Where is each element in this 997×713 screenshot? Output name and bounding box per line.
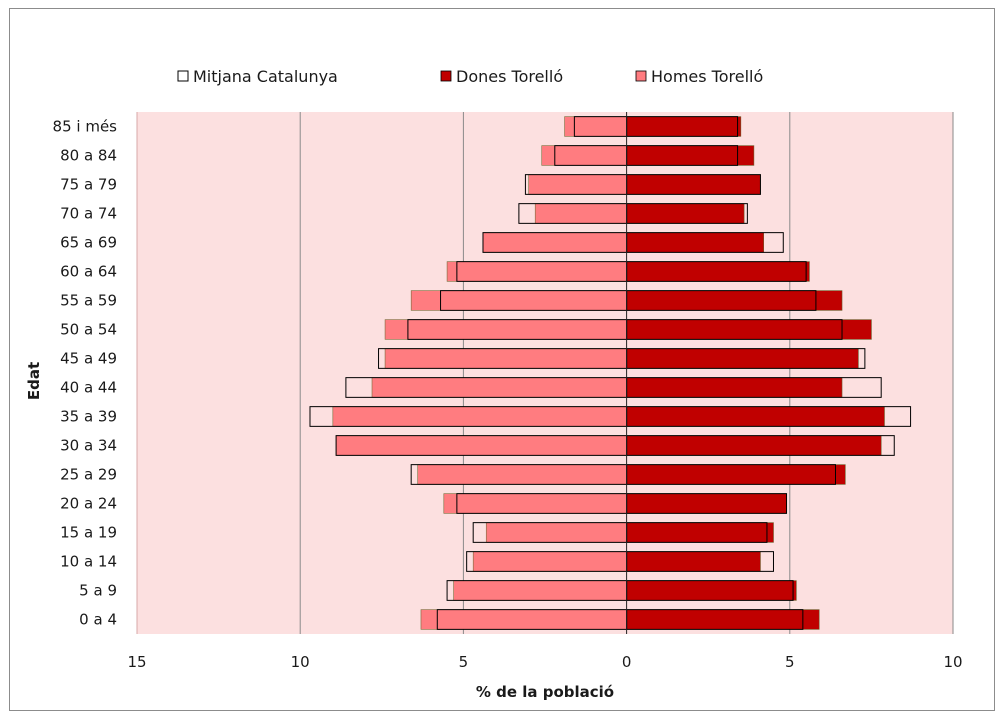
bar-dones-torello [626,464,846,485]
category-label: 55 a 59 [60,292,117,310]
bar-homes-torello [453,580,627,601]
bar-dones-torello [626,406,885,427]
y-axis-title: Edat [25,362,43,400]
category-label: 0 a 4 [79,611,117,629]
x-tick-label: 10 [943,653,962,671]
bar-dones-torello [626,377,843,398]
bar-homes-torello [384,348,627,369]
category-label: 50 a 54 [60,321,117,339]
x-tick-label: 5 [785,653,795,671]
bar-homes-torello [485,522,627,543]
bar-dones-torello [626,551,761,572]
bar-dones-torello [626,522,774,543]
bar-dones-torello [626,435,882,456]
bar-homes-torello [410,290,627,311]
category-label: 80 a 84 [60,147,117,165]
category-label: 20 a 24 [60,495,117,513]
bar-dones-torello [626,290,843,311]
bar-homes-torello [332,406,627,427]
bar-homes-torello [384,319,627,340]
category-label: 40 a 44 [60,379,117,397]
bar-homes-torello [417,464,627,485]
category-label: 75 a 79 [60,176,117,194]
bar-homes-torello [371,377,627,398]
x-tick-label: 5 [459,653,469,671]
bar-dones-torello [626,609,820,630]
category-label: 65 a 69 [60,234,117,252]
x-tick-label: 0 [622,653,632,671]
bar-dones-torello [626,145,755,166]
bar-dones-torello [626,319,872,340]
bar-homes-torello [446,261,627,282]
bar-homes-torello [482,232,627,253]
category-label: 70 a 74 [60,205,117,223]
bar-dones-torello [626,348,859,369]
category-label: 35 a 39 [60,408,117,426]
bar-homes-torello [420,609,627,630]
bar-dones-torello [626,580,797,601]
bar-homes-torello [335,435,627,456]
bar-homes-torello [534,203,627,224]
bar-dones-torello [626,116,742,137]
category-label: 10 a 14 [60,553,117,571]
category-label: 85 i més [53,118,118,136]
legend-label-mitjana-catalunya: Mitjana Catalunya [193,67,338,86]
bar-dones-torello [626,203,745,224]
category-label: 60 a 64 [60,263,117,281]
x-axis-title: % de la població [476,683,614,701]
bar-dones-torello [626,174,761,195]
category-label: 25 a 29 [60,466,117,484]
bar-homes-torello [472,551,627,572]
x-tick-label: 15 [127,653,146,671]
x-tick-label: 10 [291,653,310,671]
legend-label-dones-torello: Dones Torelló [456,67,563,86]
category-label: 45 a 49 [60,350,117,368]
legend-swatch-mitjana-catalunya [177,70,189,82]
bar-homes-torello [528,174,627,195]
category-label: 15 a 19 [60,524,117,542]
category-label: 5 a 9 [79,582,117,600]
legend-swatch-dones-torello [440,70,452,82]
bar-dones-torello [626,493,787,514]
legend: Mitjana Catalunya Dones Torelló Homes To… [177,67,763,86]
plot-background [137,112,953,634]
legend-label-homes-torello: Homes Torelló [651,67,763,86]
bar-dones-torello [626,232,764,253]
bar-homes-torello [443,493,627,514]
bar-dones-torello [626,261,810,282]
category-label: 30 a 34 [60,437,117,455]
legend-swatch-homes-torello [635,70,647,82]
